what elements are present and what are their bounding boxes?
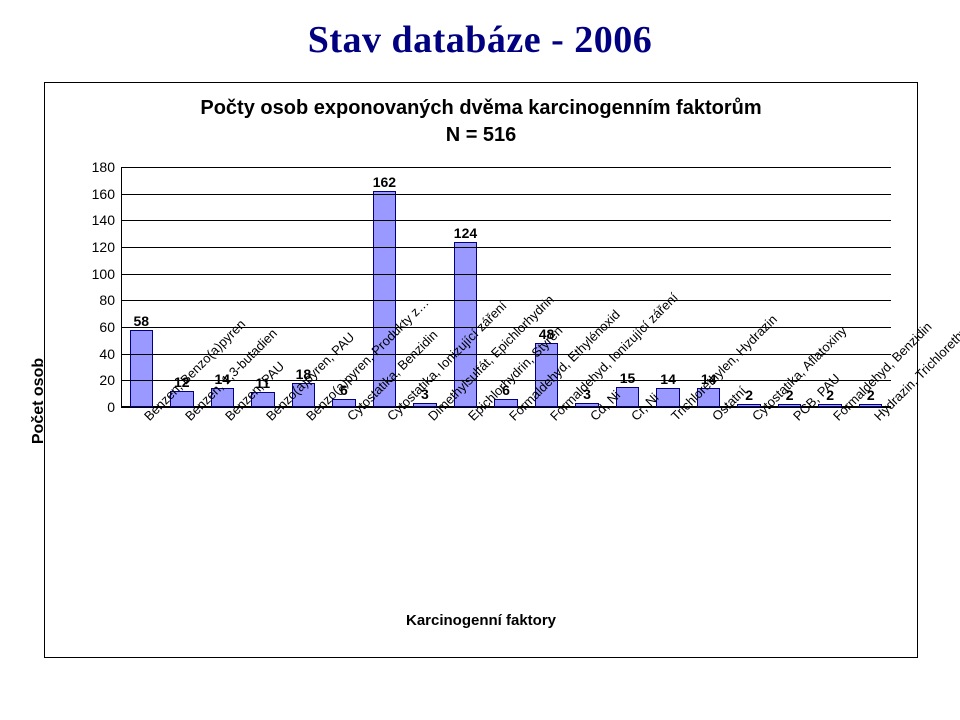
x-tick-label: Hydrazin, Trichlorethylen [871, 413, 882, 424]
x-tick-label: Benzen, Benzo(a)pyren [141, 413, 152, 424]
x-axis-title: Karcinogenní faktory [45, 612, 917, 629]
x-labels-container: Benzen, Benzo(a)pyren Benzen, 1,3-butadie… [121, 413, 891, 633]
x-tick-label: Trichlorethylen, Hydrazin [668, 413, 679, 424]
chart-subtitle: Počty osob exponovaných dvěma karcinogen… [45, 95, 917, 149]
x-tick-label: Formaldehyd, Benzidin [830, 413, 841, 424]
plot-wrap: Počet osob 58121411186162312464831514142… [45, 167, 917, 635]
subtitle-line1: Počty osob exponovaných dvěma karcinogen… [200, 97, 761, 119]
chart-frame: Počty osob exponovaných dvěma karcinogen… [44, 82, 918, 658]
x-tick-label: Benzo(a)pyren, Produkty z… [303, 413, 314, 424]
gridline [121, 167, 891, 168]
y-tick-label: 60 [83, 319, 115, 335]
x-tick-label: Dimethylsulfát, Epichlorhydrin [425, 413, 436, 424]
y-tick-label: 0 [83, 399, 115, 415]
y-tick-label: 160 [83, 186, 115, 202]
y-tick-label: 20 [83, 372, 115, 388]
y-tick-label: 180 [83, 159, 115, 175]
x-tick-label: Cr, Ni [628, 413, 639, 424]
bar-value-label: 15 [620, 370, 636, 386]
bar-value-label: 162 [373, 174, 396, 190]
x-tick-label: Cytostatika, Ionizující záření [384, 413, 395, 424]
x-tick-label: Formaldehyd, Ethylénoxid [506, 413, 517, 424]
y-tick-label: 40 [83, 346, 115, 362]
x-tick-label: Benzo(a)pyren, PAU [263, 413, 274, 424]
gridline [121, 300, 891, 301]
bar-value-label: 124 [454, 225, 477, 241]
gridline [121, 220, 891, 221]
x-tick-label: Ostatní [709, 413, 720, 424]
x-tick-label: Cytostatika, Benzidin [344, 413, 355, 424]
x-tick-label: Epichlorhydrin, Styrén [465, 413, 476, 424]
gridline [121, 274, 891, 275]
subtitle-line2: N = 516 [446, 124, 517, 146]
x-tick-label: Formaldehyd, Ionizující záření [547, 413, 558, 424]
y-axis-label: Počet osob [30, 358, 48, 444]
x-tick-label: Benzen, PAU [222, 413, 233, 424]
y-tick-label: 80 [83, 292, 115, 308]
page-title: Stav databáze - 2006 [0, 0, 960, 62]
y-tick-label: 120 [83, 239, 115, 255]
x-tick-label: Benzen, 1,3-butadien [182, 413, 193, 424]
x-tick-label: Cd, Ni [587, 413, 598, 424]
gridline [121, 354, 891, 355]
x-tick-label: Cytostatika, Aflatoxiny [749, 413, 760, 424]
bar: 58 [130, 330, 154, 407]
y-tick-label: 140 [83, 212, 115, 228]
gridline [121, 194, 891, 195]
x-tick-label: PCB, PAU [790, 413, 801, 424]
y-tick-label: 100 [83, 266, 115, 282]
gridline [121, 247, 891, 248]
